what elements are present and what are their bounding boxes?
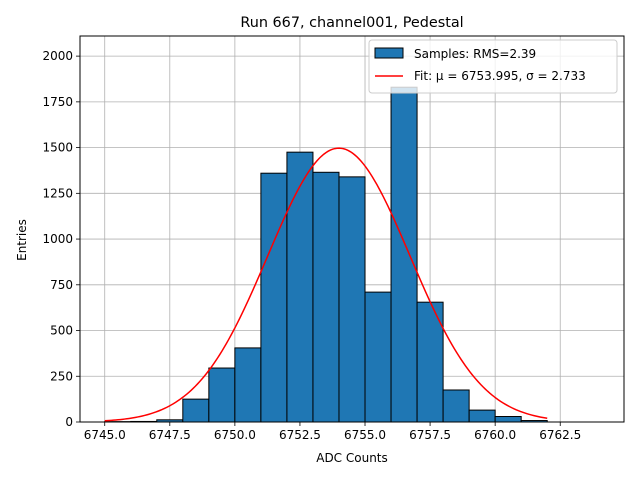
legend-fit-label: Fit: μ = 6753.995, σ = 2.733 (414, 69, 586, 83)
x-tick-label: 6755.0 (344, 428, 386, 442)
x-tick-label: 6760.0 (474, 428, 516, 442)
histogram-bar (364, 291, 392, 423)
y-tick-label: 500 (50, 324, 73, 338)
x-tick-label: 6752.5 (279, 428, 321, 442)
x-tick-label: 6762.5 (539, 428, 581, 442)
legend-box (368, 39, 618, 94)
histogram-bar (286, 151, 314, 423)
y-tick-label: 1750 (42, 95, 73, 109)
y-axis-ticks: 0 250 500 750 1000 1250 1500 1750 2000 (42, 49, 80, 429)
y-tick-label: 1500 (42, 141, 73, 155)
histogram-bar (338, 176, 366, 423)
y-tick-label: 250 (50, 369, 73, 383)
legend-histogram-swatch (374, 47, 404, 59)
histogram-bar (182, 398, 210, 423)
y-tick-label: 2000 (42, 49, 73, 63)
histogram-bar (390, 86, 418, 423)
histogram-bar (260, 172, 288, 423)
x-tick-label: 6750.0 (214, 428, 256, 442)
x-tick-label: 6757.5 (409, 428, 451, 442)
histogram-bar (312, 171, 340, 423)
y-tick-label: 750 (50, 278, 73, 292)
legend: Samples: RMS=2.39 Fit: μ = 6753.995, σ =… (368, 39, 618, 94)
chart-title: Run 667, channel001, Pedestal (240, 15, 463, 31)
x-tick-label: 6745.0 (84, 428, 126, 442)
histogram-bar (494, 416, 522, 423)
legend-histogram-label: Samples: RMS=2.39 (414, 47, 536, 61)
y-tick-label: 0 (65, 415, 73, 429)
plot-frame (79, 35, 625, 423)
histogram-bars (104, 86, 548, 423)
histogram-bar (208, 367, 236, 423)
x-axis-ticks: 6745.0 6747.5 6750.0 6752.5 6755.0 6757.5 6760… (84, 422, 581, 442)
histogram-bar (442, 389, 470, 423)
fit-curve (104, 147, 548, 422)
y-tick-label: 1250 (42, 186, 73, 200)
histogram-bar (468, 409, 496, 423)
x-tick-label: 6747.5 (149, 428, 191, 442)
x-axis-label: ADC Counts (316, 451, 388, 465)
y-tick-label: 1000 (42, 232, 73, 246)
y-axis-label: Entries (15, 219, 29, 261)
histogram-bar (234, 347, 262, 423)
